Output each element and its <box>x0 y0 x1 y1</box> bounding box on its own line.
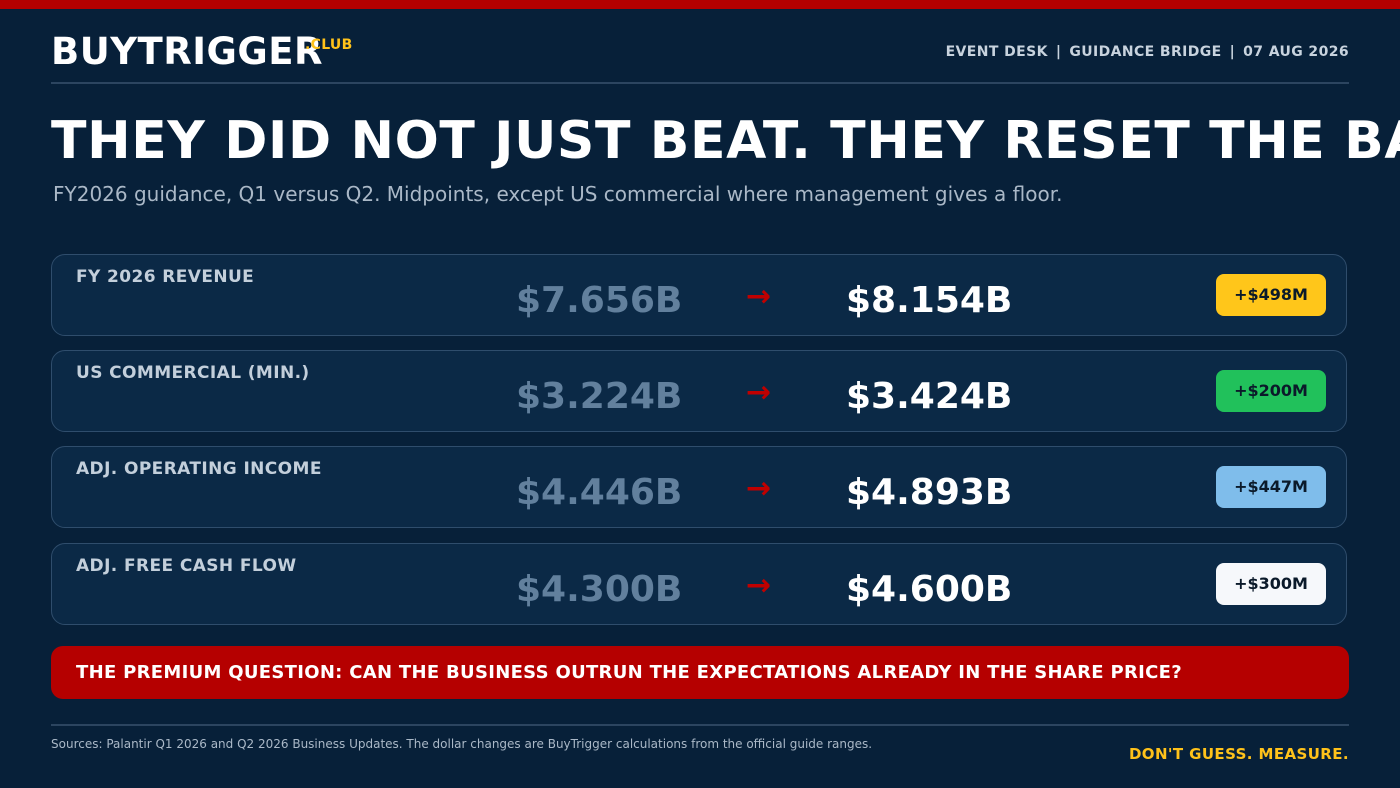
subheadline: FY2026 guidance, Q1 versus Q2. Midpoints… <box>53 182 1063 206</box>
metric-previous-value: $7.656B <box>516 280 683 321</box>
change-badge: +$300M <box>1216 563 1326 605</box>
banner-text: THE PREMIUM QUESTION: CAN THE BUSINESS O… <box>76 662 1182 683</box>
metric-card-revenue: FY 2026 REVENUE $7.656B → $8.154B +$498M <box>51 254 1347 336</box>
metric-label: FY 2026 REVENUE <box>76 267 255 287</box>
top-accent-bar <box>0 0 1400 9</box>
metric-new-value: $8.154B <box>846 280 1013 321</box>
premium-question-banner: THE PREMIUM QUESTION: CAN THE BUSINESS O… <box>51 646 1349 699</box>
header-date: 07 AUG 2026 <box>1243 44 1349 60</box>
right-arrow-icon: → <box>746 279 772 314</box>
metric-previous-value: $3.224B <box>516 376 683 417</box>
change-badge: +$498M <box>1216 274 1326 316</box>
metric-new-value: $4.600B <box>846 569 1013 610</box>
brand-suffix: .CLUB <box>305 37 353 53</box>
header-separator: | <box>1229 44 1236 60</box>
sources-note: Sources: Palantir Q1 2026 and Q2 2026 Bu… <box>51 737 873 751</box>
metric-card-free-cash-flow: ADJ. FREE CASH FLOW $4.300B → $4.600B +$… <box>51 543 1347 625</box>
metric-label: US COMMERCIAL (MIN.) <box>76 363 310 383</box>
header-separator: | <box>1055 44 1062 60</box>
right-arrow-icon: → <box>746 375 772 410</box>
header-meta: EVENT DESK | GUIDANCE BRIDGE | 07 AUG 2026 <box>946 44 1349 60</box>
brand-name: BUYTRIGGER <box>51 30 324 73</box>
right-arrow-icon: → <box>746 568 772 603</box>
change-badge: +$447M <box>1216 466 1326 508</box>
metric-label: ADJ. FREE CASH FLOW <box>76 556 297 576</box>
metric-previous-value: $4.446B <box>516 472 683 513</box>
brand-logo: BUYTRIGGER .CLUB <box>51 30 352 74</box>
right-arrow-icon: → <box>746 471 772 506</box>
metric-card-us-commercial: US COMMERCIAL (MIN.) $3.224B → $3.424B +… <box>51 350 1347 432</box>
header-divider <box>51 82 1349 84</box>
metric-card-operating-income: ADJ. OPERATING INCOME $4.446B → $4.893B … <box>51 446 1347 528</box>
tagline: DON'T GUESS. MEASURE. <box>1128 745 1349 763</box>
header-section: EVENT DESK <box>945 44 1048 60</box>
metric-previous-value: $4.300B <box>516 569 683 610</box>
metric-label: ADJ. OPERATING INCOME <box>76 459 322 479</box>
metric-new-value: $3.424B <box>846 376 1013 417</box>
metric-new-value: $4.893B <box>846 472 1013 513</box>
change-badge: +$200M <box>1216 370 1326 412</box>
header-topic: GUIDANCE BRIDGE <box>1069 44 1222 60</box>
footer-divider <box>51 724 1349 726</box>
headline: THEY DID NOT JUST BEAT. THEY RESET THE B… <box>51 111 1400 171</box>
